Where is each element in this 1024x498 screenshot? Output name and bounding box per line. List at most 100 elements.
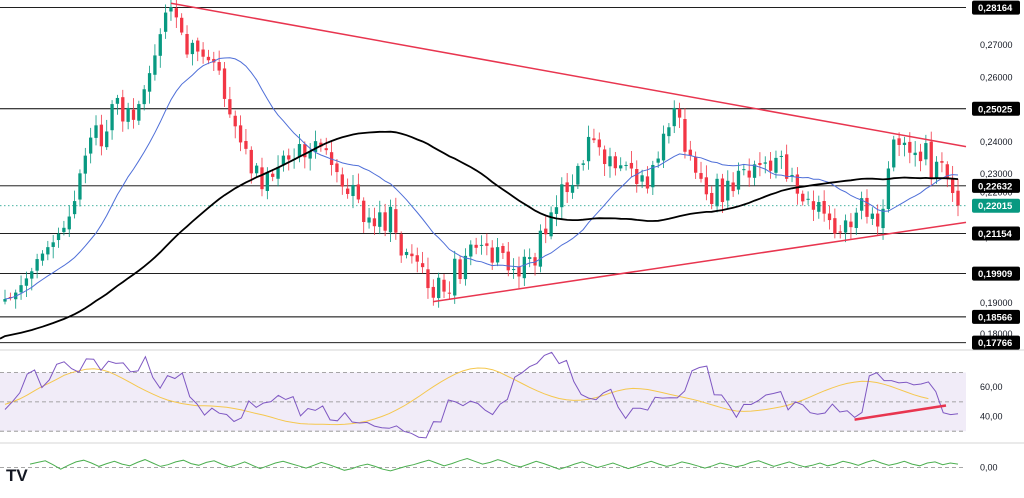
candle [817,195,821,219]
level-badge-label: 0,25025 [978,104,1013,115]
candle-body [163,12,168,32]
candle-body [785,154,789,179]
candle-body [335,163,339,173]
candle-body [196,40,200,52]
candle [35,253,39,279]
ascending-support-trendline [433,221,967,303]
candle-body [720,178,725,203]
candle [485,233,489,256]
candle-body [72,201,77,215]
candle-body [324,148,328,151]
candle-body [795,174,800,194]
candle-body [506,251,510,271]
candle [447,281,452,300]
candle-body [950,178,955,194]
candle [811,190,816,221]
candle [458,256,462,284]
candle [24,271,29,297]
candle [442,273,446,299]
candle-body [661,133,666,161]
price-pane [0,0,967,344]
candle [934,156,939,184]
candle [30,267,34,291]
candle-body [346,188,350,194]
candle-body [271,173,275,177]
candle-body [945,164,949,178]
candle [185,25,189,58]
level-badge [972,266,1020,281]
candle [565,173,569,203]
candle-body [522,256,526,279]
candle [313,130,318,159]
candle [420,251,425,274]
candle-body [667,127,671,137]
candle [699,161,703,183]
candle [528,248,532,268]
candle [892,135,896,172]
candle [453,250,457,304]
candle-body [137,104,141,121]
rsi-tick-label: 60,00 [980,382,1003,392]
candle [238,115,243,152]
candle [592,128,596,144]
candle-body [147,73,152,92]
candle-body [244,140,248,149]
candle [635,160,639,193]
candle-body [281,155,286,166]
candle-body [511,269,516,271]
candle-body [442,279,446,292]
candle [908,132,912,164]
candle [479,235,484,255]
tradingview-logo-icon[interactable]: TV [6,466,28,485]
candle [827,205,832,230]
candle [597,132,601,156]
candle [383,203,387,237]
candle [742,164,746,176]
candle [576,163,580,189]
candle [554,195,559,227]
candle [694,151,698,179]
candle [758,152,762,177]
candle [346,178,350,199]
candle [174,0,178,28]
price-tick-label: 0,24000 [980,137,1013,147]
candle-body [528,257,532,259]
candle-body [843,220,848,233]
candle-body [613,156,617,169]
candle-body [3,299,7,302]
candle [340,167,344,195]
candle-body [121,97,125,122]
candle-body [731,182,735,192]
candle [897,132,901,157]
candle-body [30,271,34,279]
candle-body [549,212,553,237]
candle [570,174,575,199]
candle [78,169,82,207]
candle-body [929,141,933,179]
candle-body [485,243,489,246]
candle [710,186,714,210]
candle [51,235,55,259]
candle-body [560,184,564,208]
candle [838,225,842,239]
candle [469,240,473,266]
candle [3,289,7,305]
candle-body [356,184,361,200]
candle [688,140,692,161]
candle-body [254,165,259,174]
candle-body [8,296,13,298]
candle [324,137,328,155]
level-badge [972,226,1020,241]
candle [196,37,200,62]
candle [228,86,232,118]
candle [560,177,564,220]
price-axis[interactable]: 0,270000,260000,240000,230000,190000,280… [0,0,1024,473]
candle [672,100,676,134]
price-tick-label: 0,19000 [980,298,1013,308]
candle [736,162,741,195]
candle [608,147,612,178]
candle-body [105,131,109,148]
candle [886,161,891,213]
candle [260,157,264,197]
